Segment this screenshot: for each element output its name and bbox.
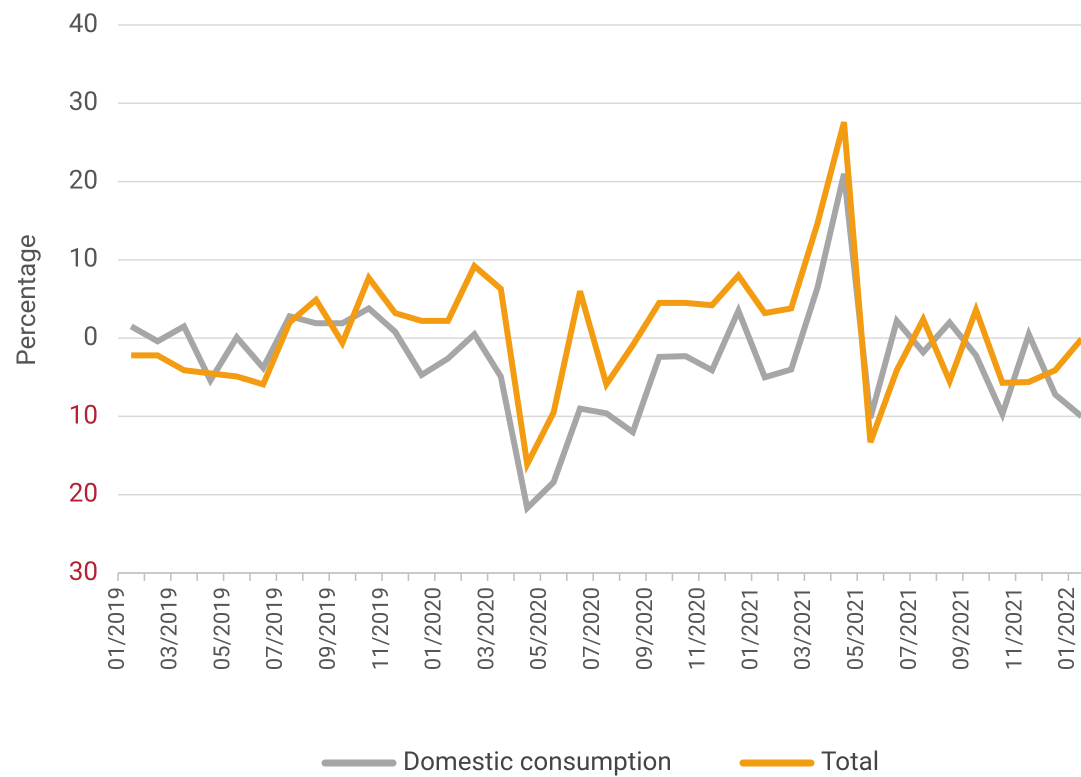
series-line	[129, 173, 1081, 515]
legend-label: Domestic consumption	[403, 747, 672, 777]
y-tick-label: 10	[69, 400, 98, 430]
y-tick-label: 20	[69, 165, 98, 195]
x-tick-label: 11/2021	[1002, 587, 1027, 670]
x-tick-label: 01/2019	[105, 587, 130, 670]
x-tick-label: 05/2019	[210, 587, 235, 670]
x-tick-label: 01/2021	[738, 587, 763, 670]
x-tick-label: 03/2021	[791, 587, 816, 670]
x-tick-label: 07/2019	[263, 587, 288, 670]
x-tick-label: 01/2022	[1055, 587, 1080, 670]
x-tick-label: 09/2021	[950, 587, 975, 670]
y-tick-label: 30	[69, 557, 98, 587]
x-tick-label: 01/2020	[422, 587, 447, 670]
x-tick-label: 09/2019	[316, 587, 341, 670]
y-tick-label: 0	[83, 322, 98, 352]
y-tick-label: 20	[69, 479, 98, 509]
x-tick-label: 11/2020	[686, 587, 711, 670]
y-tick-label: 10	[69, 244, 98, 274]
x-tick-label: 05/2021	[844, 587, 869, 670]
y-tick-label: 30	[69, 87, 98, 117]
x-tick-label: 03/2020	[474, 587, 499, 670]
y-axis-label: Percentage	[12, 234, 42, 365]
x-tick-label: 03/2019	[158, 587, 183, 670]
x-tick-label: 07/2021	[897, 587, 922, 670]
x-tick-label: 07/2020	[580, 587, 605, 670]
x-tick-label: 11/2019	[369, 587, 394, 670]
x-tick-label: 09/2020	[633, 587, 658, 670]
y-tick-label: 40	[69, 9, 98, 39]
x-tick-label: 05/2020	[527, 587, 552, 670]
legend-label: Total	[821, 747, 879, 777]
series-line	[131, 121, 1081, 474]
